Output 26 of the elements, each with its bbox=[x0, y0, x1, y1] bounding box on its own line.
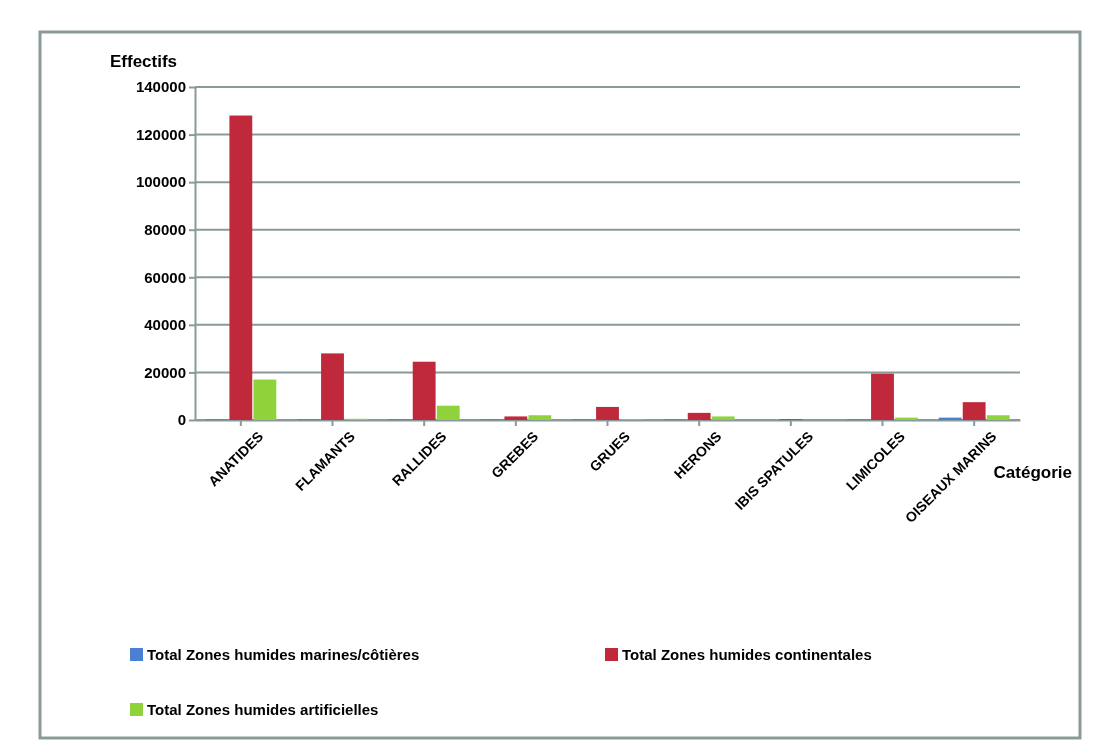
y-tick-label: 80000 bbox=[144, 221, 186, 239]
y-tick-label: 0 bbox=[177, 411, 186, 429]
legend-label: Total Zones humides artificielles bbox=[147, 701, 379, 718]
bar bbox=[321, 353, 344, 420]
y-tick-label: 60000 bbox=[144, 268, 186, 286]
x-axis-title: Catégorie bbox=[993, 463, 1072, 482]
bar bbox=[253, 379, 277, 420]
bar bbox=[504, 416, 528, 420]
y-tick-label: 120000 bbox=[135, 125, 186, 143]
legend-label: Total Zones humides continentales bbox=[622, 646, 872, 663]
y-tick-label: 20000 bbox=[144, 363, 186, 381]
y-tick-label: 140000 bbox=[135, 78, 186, 96]
y-tick-label: 40000 bbox=[144, 316, 186, 334]
bar bbox=[528, 415, 552, 420]
bar bbox=[711, 416, 735, 420]
bar bbox=[871, 373, 894, 420]
y-axis-title: Effectifs bbox=[110, 52, 178, 71]
bar bbox=[412, 361, 436, 420]
legend-label: Total Zones humides marines/côtières bbox=[147, 646, 420, 663]
bar bbox=[687, 412, 711, 420]
bar bbox=[596, 406, 619, 420]
bar bbox=[962, 402, 986, 420]
bar bbox=[436, 405, 460, 420]
bar bbox=[229, 115, 253, 420]
y-tick-label: 100000 bbox=[135, 173, 186, 191]
bar bbox=[986, 415, 1010, 420]
